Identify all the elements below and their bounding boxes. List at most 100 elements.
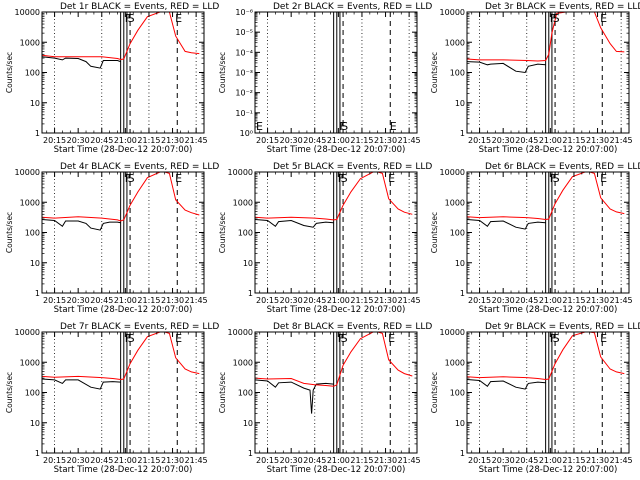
marker-label-e: E [388,172,395,185]
y-axis-label: Counts/sec [430,52,439,93]
marker-label-e: E [175,332,182,345]
x-tick-label: 20:30 [67,136,90,145]
plot-frame [254,331,418,454]
x-tick-label: 20:45 [303,456,326,465]
x-tick-label: 21:00 [539,456,562,465]
y-axis-label: Counts/sec [218,212,227,253]
panel-title: Det 3r BLACK = Events, RED = LLD [485,2,640,12]
y-tick-label: 10 [243,259,253,268]
series-lld-line [42,12,200,61]
x-axis-label: Start Time (28-Dec-12 20:07:00) [479,465,618,475]
x-tick-label: 20:30 [67,296,90,305]
x-tick-label: 21:45 [610,456,633,465]
x-tick-label: 21:15 [137,296,160,305]
y-tick-label: 1000 [233,198,253,207]
series-events-line [42,56,121,69]
x-tick-label: 21:15 [350,456,373,465]
y-axis-label: Counts/sec [5,52,14,93]
x-axis-label: Start Time (28-Dec-12 20:07:00) [479,145,618,155]
plot-frame [41,171,205,294]
marker-label-e: E [600,332,607,345]
x-tick-label: 21:30 [374,296,397,305]
panel-title: Det 4r BLACK = Events, RED = LLD [60,162,219,172]
plot-frame [254,171,418,294]
x-tick-label: 21:00 [114,296,137,305]
marker-label-e-left: E [256,120,263,133]
panel-title: Det 6r BLACK = Events, RED = LLD [485,162,640,172]
series-group [467,12,625,74]
marker-label-e: E [600,12,607,25]
y-tick-label: 1 [35,449,40,458]
x-tick-label: 20:30 [492,296,515,305]
y-tick-label: 1 [248,449,253,458]
y-tick-label: 10 [30,419,40,428]
x-tick-label: 20:15 [43,296,66,305]
marker-label-s: S [553,172,560,185]
y-tick-label: 1000 [20,198,40,207]
marker-label-f: F [338,332,344,345]
marker-label-s: S [341,120,348,133]
y-tick-label: 10 [30,99,40,108]
x-tick-label: 20:45 [515,296,538,305]
y-tick-label: 10000 [228,328,253,337]
x-tick-label: 21:30 [161,456,184,465]
plot-frame [466,11,630,134]
series-events-line [467,219,546,230]
y-tick-label: 10 [455,419,465,428]
panel-title: Det 1r BLACK = Events, RED = LLD [60,2,219,12]
marker-label-s: S [128,12,135,25]
x-tick-label: 20:15 [468,456,491,465]
x-tick-label: 20:30 [280,456,303,465]
marker-label-f: F [125,172,131,185]
marker-label-s: S [128,172,135,185]
series-events-line [255,219,334,228]
series-group [42,332,200,390]
y-axis-label: Counts/sec [430,212,439,253]
x-tick-label: 20:30 [67,456,90,465]
x-tick-label: 21:00 [539,296,562,305]
y-tick-label: 10000 [15,328,40,337]
y-tick-label: 100 [25,389,40,398]
marker-label-s: S [341,332,348,345]
y-tick-label: 1 [460,129,465,138]
x-axis-label: Start Time (28-Dec-12 20:07:00) [267,145,406,155]
series-events-line [42,378,121,390]
y-axis-label: Counts/sec [218,372,227,413]
marker-label-f: F [339,120,345,133]
x-tick-label: 20:45 [303,136,326,145]
y-axis-label: Counts/sec [5,212,14,253]
y-tick-label: 10 [30,259,40,268]
series-group [42,172,200,231]
x-tick-label: 21:45 [185,296,208,305]
series-lld-line [467,172,625,221]
y-tick-label: 1 [35,129,40,138]
marker-label-e: E [600,172,607,185]
y-axis-label: Counts/sec [5,372,14,413]
y-tick-label: 10⁻⁶ [235,8,253,17]
x-tick-label: 20:15 [43,456,66,465]
x-tick-label: 20:15 [43,136,66,145]
series-lld-line [255,332,413,387]
y-tick-label: 10⁻² [235,89,253,98]
x-tick-label: 21:30 [586,136,609,145]
y-tick-label: 1 [248,289,253,298]
x-tick-label: 21:45 [398,456,421,465]
y-tick-label: 1000 [445,198,465,207]
y-tick-label: 10000 [228,168,253,177]
x-tick-label: 20:30 [492,456,515,465]
x-tick-label: 21:00 [114,456,137,465]
y-tick-label: 1000 [445,358,465,367]
x-tick-label: 20:30 [280,296,303,305]
x-axis-label: Start Time (28-Dec-12 20:07:00) [479,305,618,315]
x-tick-label: 21:00 [327,136,350,145]
x-axis-label: Start Time (28-Dec-12 20:07:00) [54,145,193,155]
series-group [467,172,625,230]
y-tick-label: 10⁰ [240,129,253,138]
marker-label-e: E [175,12,182,25]
x-tick-label: 21:45 [398,136,421,145]
y-tick-label: 100 [450,229,465,238]
marker-label-e: E [388,332,395,345]
